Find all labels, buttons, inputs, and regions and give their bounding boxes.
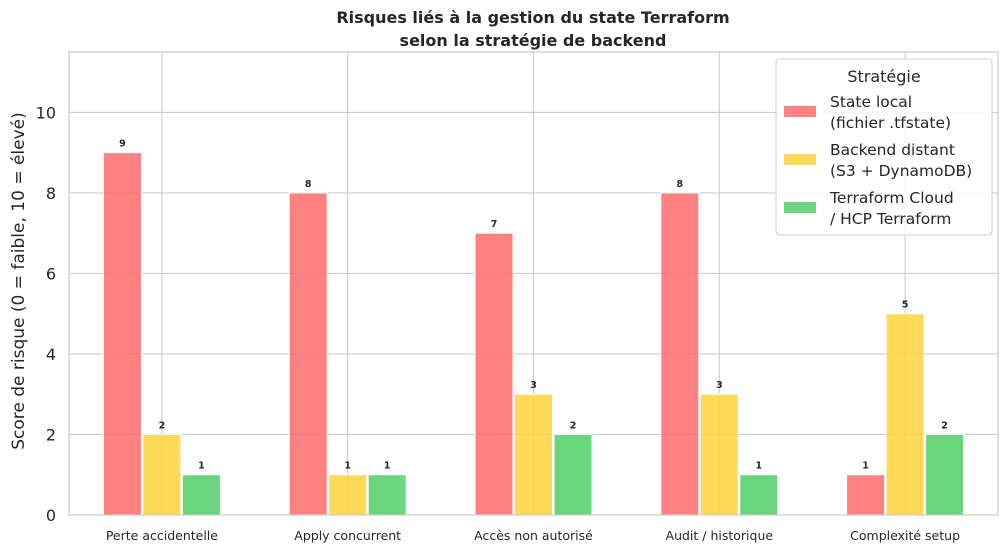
legend-label: State local — [830, 93, 912, 111]
legend-label: Terraform Cloud — [829, 189, 954, 207]
bar — [475, 233, 513, 515]
y-tick-label: 8 — [46, 184, 56, 203]
bar — [329, 475, 367, 515]
y-tick-label: 2 — [46, 425, 56, 444]
bar-value-label: 8 — [305, 179, 312, 190]
legend-label: Backend distant — [830, 141, 955, 159]
bar-value-label: 1 — [755, 461, 762, 472]
bar-value-label: 8 — [676, 179, 683, 190]
bar-value-label: 2 — [570, 420, 577, 431]
legend-title: Stratégie — [847, 67, 920, 86]
bar-value-label: 7 — [491, 219, 498, 230]
y-tick-label: 4 — [46, 345, 56, 364]
bar-value-label: 9 — [119, 139, 126, 150]
legend-label: (fichier .tfstate) — [830, 114, 951, 132]
x-tick-label: Accès non autorisé — [474, 528, 593, 543]
bar — [289, 193, 327, 515]
y-tick-label: 10 — [36, 103, 56, 122]
bar-value-label: 5 — [902, 300, 909, 311]
legend-label: / HCP Terraform — [830, 210, 951, 228]
bar — [515, 394, 553, 515]
bar-value-label: 2 — [159, 420, 166, 431]
x-tick-label: Apply concurrent — [294, 528, 401, 543]
y-tick-label: 6 — [46, 264, 56, 283]
chart-title-line-2: selon la stratégie de backend — [400, 31, 667, 50]
bar-value-label: 2 — [941, 420, 948, 431]
y-axis-ticks: 0 2 4 6 8 10 — [36, 103, 56, 525]
legend-swatch — [784, 154, 816, 165]
y-tick-label: 0 — [46, 506, 56, 525]
bar — [661, 193, 699, 515]
chart-title-line-1: Risques liés à la gestion du state Terra… — [336, 8, 729, 27]
bar-value-label: 3 — [530, 380, 537, 391]
x-tick-label: Complexité setup — [850, 528, 960, 543]
bar — [886, 314, 924, 515]
bar-value-label: 1 — [862, 461, 869, 472]
y-axis-label: Score de risque (0 = faible, 10 = élevé) — [9, 112, 29, 450]
bar — [847, 475, 885, 515]
chart: Risques liés à la gestion du state Terra… — [0, 0, 1008, 553]
x-axis-ticks: Perte accidentelle Apply concurrent Accès … — [106, 528, 960, 543]
bar-value-label: 3 — [716, 380, 723, 391]
bar-value-label: 1 — [344, 461, 351, 472]
legend: Stratégie State local (fichier .tfstate) Ba… — [776, 59, 992, 235]
bar-value-label: 1 — [384, 461, 391, 472]
bar — [103, 153, 141, 515]
x-tick-label: Perte accidentelle — [106, 528, 218, 543]
bar-value-label: 1 — [198, 461, 205, 472]
bar — [143, 434, 181, 515]
legend-swatch — [784, 106, 816, 117]
bar — [926, 434, 964, 515]
bar — [700, 394, 738, 515]
bar — [554, 434, 592, 515]
x-tick-label: Audit / historique — [666, 528, 774, 543]
legend-label: (S3 + DynamoDB) — [830, 162, 972, 180]
bar — [368, 475, 406, 515]
legend-swatch — [784, 202, 816, 213]
bar — [740, 475, 778, 515]
bar — [182, 475, 220, 515]
